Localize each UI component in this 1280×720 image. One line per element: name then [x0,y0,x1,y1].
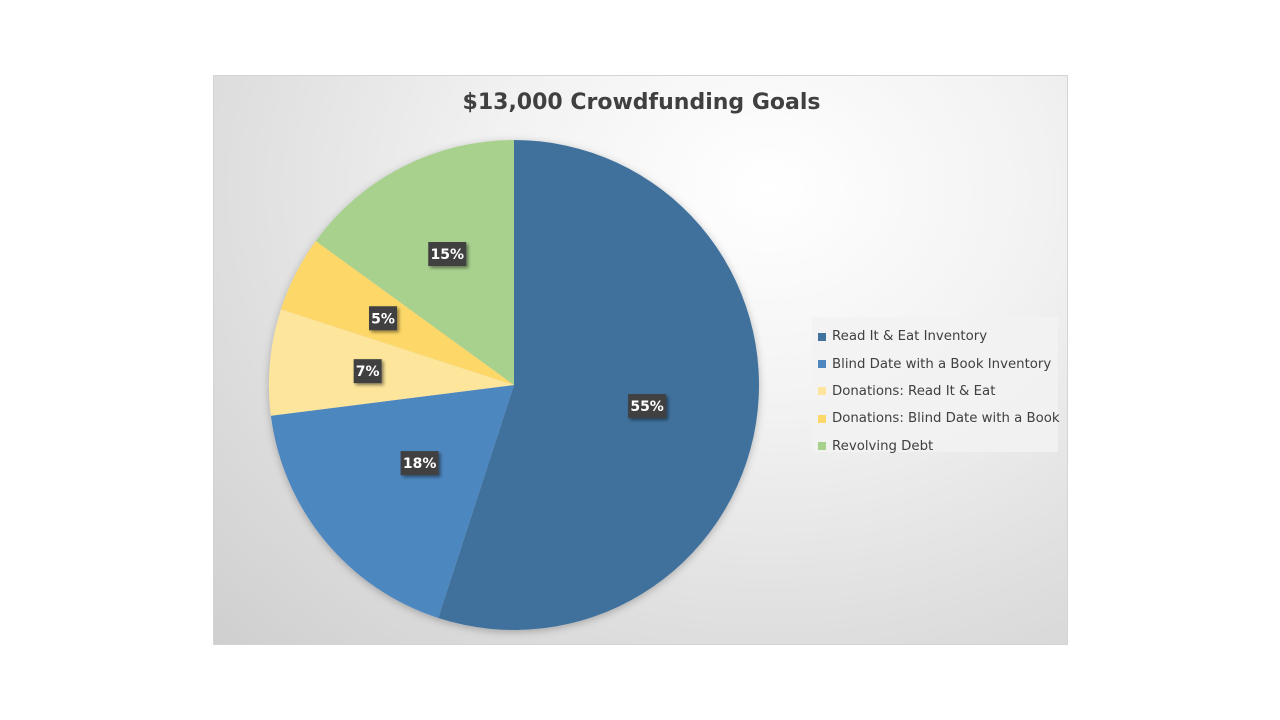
data-label-text: 18% [403,456,437,472]
legend-label: Revolving Debt [832,438,934,454]
data-label-2: 18% [400,451,439,476]
data-label-4: 5% [369,306,398,331]
data-label-box [628,394,667,419]
legend-item: Read It & Eat Inventory [818,323,1058,350]
data-label-5: 15% [428,242,467,267]
legend-item: Blind Date with a Book Inventory [818,350,1058,377]
pie-slices [269,140,759,630]
data-label-box [369,306,398,331]
pie-data-labels: 55% 18% 7% 5% 15% [353,242,667,476]
chart-area: 55% 18% 7% 5% 15% $13,000 Crowdfunding Goals… [213,75,1068,645]
chart-legend: Read It & Eat Inventory Blind Date with a… [812,317,1060,454]
legend-item: Donations: Read It & Eat [818,378,1058,405]
data-label-3: 7% [353,359,382,384]
data-label-text: 15% [431,247,465,263]
legend-swatch [818,332,826,341]
pie-slice-1 [438,140,759,630]
legend-label: Read It & Eat Inventory [832,329,988,345]
legend-swatch [818,360,826,369]
pie-slice-2 [270,385,514,619]
data-label-text: 55% [630,399,664,415]
legend-swatch [818,387,826,396]
legend-item: Revolving Debt [818,433,1058,460]
pie-slice-5 [315,140,514,385]
legend-label: Donations: Read It & Eat [832,383,996,399]
data-label-text: 5% [371,311,395,327]
legend-item: Donations: Blind Date with a Book [818,405,1060,432]
data-label-text: 7% [356,364,380,380]
data-label-box [400,451,439,476]
data-label-box [353,359,382,384]
pie-slice-3 [269,309,514,416]
pie-slice-4 [280,240,514,385]
legend-label: Blind Date with a Book Inventory [832,356,1052,372]
chart-title: $13,000 Crowdfunding Goals [462,90,821,115]
legend-swatch [818,442,826,451]
pie-chart: 55% 18% 7% 5% 15% [269,140,759,630]
legend-swatch [818,414,826,423]
data-label-1: 55% [628,394,667,419]
legend-label: Donations: Blind Date with a Book [832,411,1060,427]
data-label-box [428,242,467,267]
